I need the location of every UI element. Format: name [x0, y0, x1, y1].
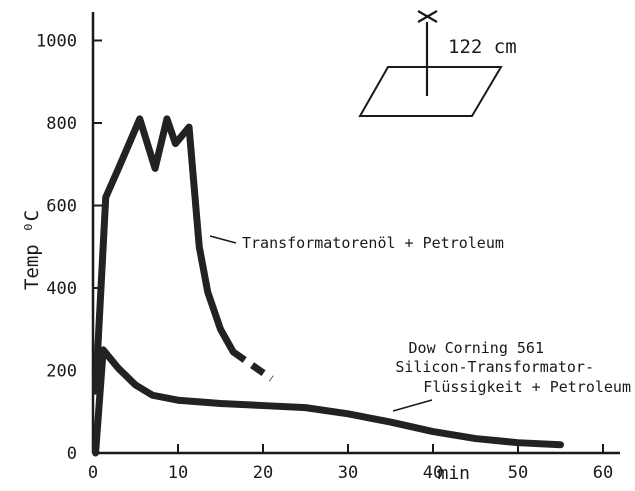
y-tick-label: 800: [46, 114, 77, 134]
x-axis-title: min: [437, 463, 470, 484]
x-tick-label: 30: [338, 463, 358, 483]
series1-leader: [209, 235, 237, 244]
x-tick-label: 40: [423, 463, 443, 483]
series1-annotation: Transformatorenöl + Petroleum: [242, 234, 504, 252]
series-line-2: [92, 346, 564, 457]
series2-annotation-line3: Flüssigkeit + Petroleum: [423, 378, 631, 396]
series-line-1: [92, 115, 237, 395]
x-tick-label: 20: [253, 463, 273, 483]
x-tick-label: 50: [508, 463, 528, 483]
series2-annotation-line2: Silicon-Transformator-: [395, 358, 594, 376]
tick-group: 0 200 400 600 800 1000 0 10 20 30 40 50 60: [36, 32, 613, 484]
y-tick-label: 600: [46, 197, 77, 217]
y-axis-title: Temp ⁰C: [21, 210, 43, 290]
y-tick-label: 1000: [36, 32, 77, 52]
y-tick-label: 200: [46, 362, 77, 382]
fire-setup-inset: 122 cm: [358, 10, 517, 117]
y-tick-label: 0: [67, 444, 77, 464]
x-tick-label: 60: [593, 463, 613, 483]
cross-marker-icon-stroke: [417, 10, 438, 23]
series2-leader: [392, 399, 433, 412]
series2-annotation-line1: Dow Corning 561: [409, 339, 544, 357]
x-tick-label: 0: [88, 463, 98, 483]
pan-plate-icon: [358, 66, 503, 117]
series-line-1-extrapolated: [231, 349, 274, 382]
inset-height-label: 122 cm: [448, 36, 517, 58]
series-group: [92, 115, 564, 457]
x-tick-label: 10: [168, 463, 188, 483]
y-tick-label: 400: [46, 279, 77, 299]
leader-lines: [209, 235, 433, 412]
